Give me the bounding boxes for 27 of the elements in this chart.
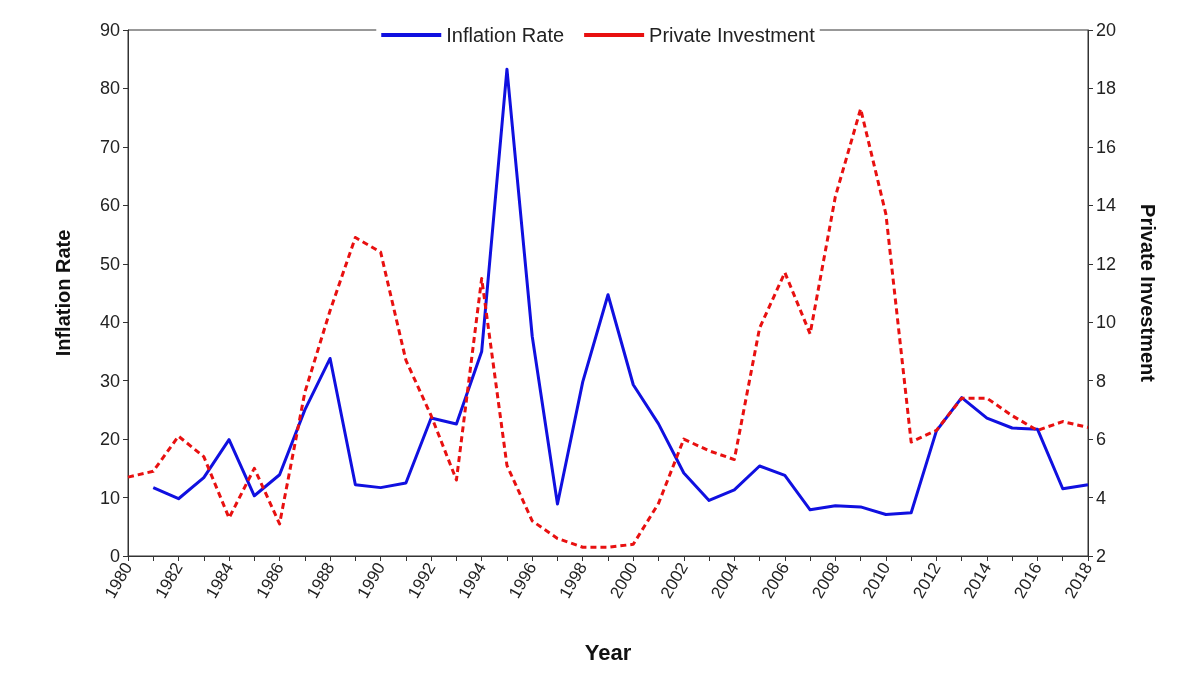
y2-tick-label: 6	[1096, 429, 1107, 450]
y2-tick-label: 18	[1096, 78, 1117, 99]
y2-tick-label: 4	[1096, 487, 1107, 508]
legend-label: Private Investment	[649, 24, 816, 46]
x-axis-title: Year	[584, 639, 632, 665]
y-axis-title: Inflation Rate	[52, 229, 74, 357]
y-tick-label: 30	[99, 370, 120, 391]
y-tick-label: 20	[99, 429, 120, 450]
y-tick-label: 10	[99, 487, 120, 508]
y-tick-label: 0	[109, 546, 120, 566]
y2-axis-title: Private Investment	[1137, 204, 1159, 383]
y2-tick-label: 2	[1096, 546, 1107, 566]
y-tick-label: 70	[99, 136, 120, 157]
line-series	[126, 107, 1090, 549]
y2-tick-label: 16	[1096, 136, 1117, 157]
y-tick-label: 80	[99, 78, 120, 99]
y-tick-label: 90	[99, 20, 120, 40]
y2-tick-label: 20	[1096, 20, 1117, 40]
legend-label: Inflation Rate	[446, 24, 565, 46]
y-tick-label: 60	[99, 195, 120, 216]
line-series	[151, 67, 1090, 516]
y2-tick-label: 12	[1096, 253, 1117, 274]
y2-tick-label: 14	[1096, 195, 1117, 216]
y-tick-label: 50	[99, 253, 120, 274]
y2-tick-label: 8	[1096, 370, 1107, 391]
y2-tick-label: 10	[1096, 312, 1117, 333]
y-tick-label: 40	[99, 312, 120, 333]
